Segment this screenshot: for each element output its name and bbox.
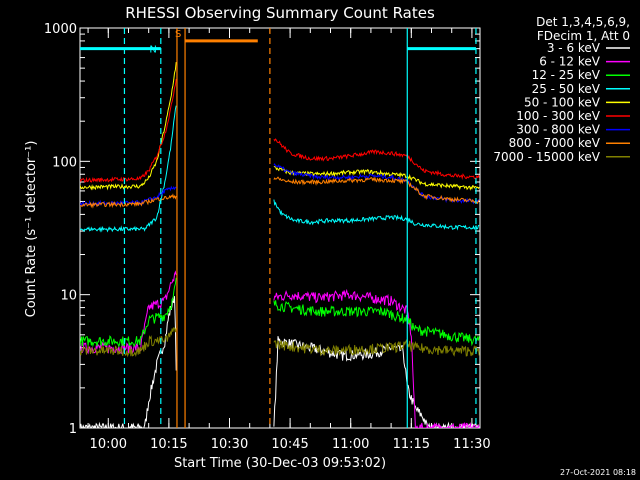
series-line-8 <box>80 176 480 209</box>
y-tick-label: 1 <box>69 422 77 437</box>
legend-label-2: 6 - 12 keV <box>539 55 601 69</box>
series-line-1 <box>80 296 480 428</box>
x-tick-label: 11:30 <box>453 437 490 452</box>
x-tick-label: 11:15 <box>393 437 430 452</box>
timestamp: 27-Oct-2021 08:18 <box>560 468 636 477</box>
plot-frame <box>79 27 481 429</box>
y-axis-label: Count Rate (s⁻¹ detector⁻¹) <box>24 141 39 318</box>
x-tick-label: 11:00 <box>332 437 369 452</box>
legend-label-6: 100 - 300 keV <box>516 109 600 123</box>
chart-title: RHESSI Observing Summary Count Rates <box>125 4 435 22</box>
legend-label-4: 25 - 50 keV <box>532 82 601 96</box>
plot-layer: 1 10 100 1000 10:00 10:15 10:30 10:45 11:00 11:15… <box>44 22 630 452</box>
x-tick-label: 10:45 <box>271 437 308 452</box>
y-tick-label: 10 <box>60 289 77 304</box>
legend-label-7: 300 - 800 keV <box>516 123 600 137</box>
legend-label-9: 7000 - 15000 keV <box>493 150 600 164</box>
legend-label-5: 50 - 100 keV <box>524 95 601 109</box>
series-line-3 <box>80 277 480 348</box>
x-tick-label: 10:30 <box>211 437 248 452</box>
x-axis-label: Start Time (30-Dec-03 09:53:02) <box>174 456 386 471</box>
x-tick-label: 10:00 <box>90 437 127 452</box>
series-line-7 <box>80 163 480 208</box>
series-group <box>80 61 480 428</box>
series-line-5 <box>80 61 480 191</box>
marker-label-n: N <box>149 45 156 56</box>
series-line-4 <box>80 105 480 233</box>
y-tick-label: 1000 <box>44 22 77 37</box>
legend-label-3: 12 - 25 keV <box>532 68 601 82</box>
series-line-6 <box>80 78 480 183</box>
y-tick-label: 100 <box>52 155 77 170</box>
legend-header-1: Det 1,3,4,5,6,9, <box>536 15 630 29</box>
marker-label-s: S <box>175 29 181 40</box>
legend-label-8: 800 - 7000 keV <box>509 136 601 150</box>
legend-header-2: FDecim 1, Att 0 <box>537 29 630 43</box>
legend-label-1: 3 - 6 keV <box>547 41 601 55</box>
series-line-9 <box>80 327 480 358</box>
series-line-2 <box>80 270 480 428</box>
x-tick-label: 10:15 <box>150 437 187 452</box>
